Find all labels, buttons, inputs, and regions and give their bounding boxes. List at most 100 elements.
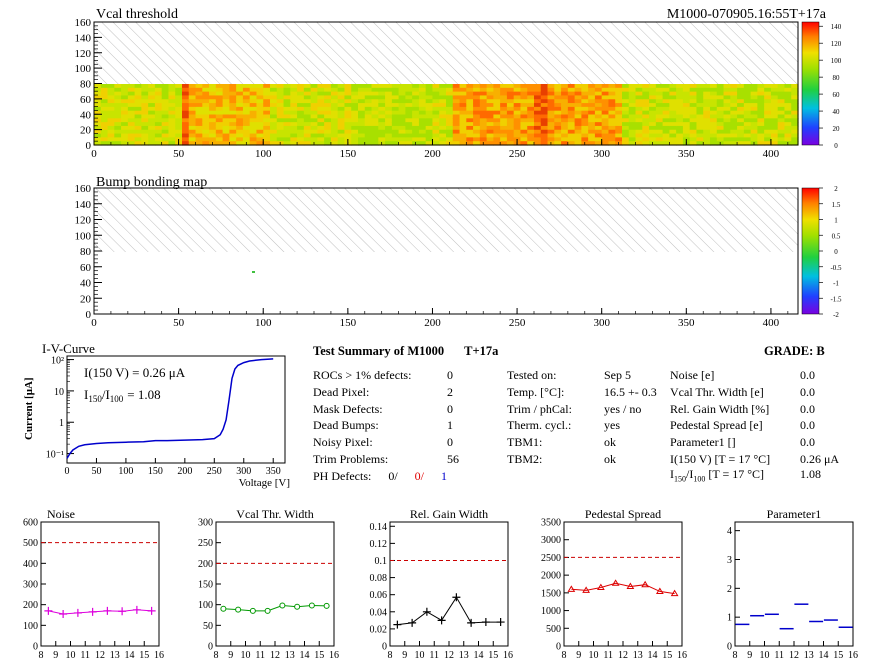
map-y-tick: 60 xyxy=(80,94,92,106)
colorbar-tick: 0 xyxy=(834,248,838,256)
trend-y-tick: 100 xyxy=(198,600,213,611)
dead-bump-mark xyxy=(252,271,255,273)
condition-label: Tested on: xyxy=(507,368,557,382)
data-point xyxy=(59,609,68,618)
iv-x-tick: 250 xyxy=(207,466,222,477)
map-y-tick: 40 xyxy=(80,109,92,121)
condition-label: Trim / phCal: xyxy=(507,401,572,416)
ph-defects-row: PH Defects: 0/ 0/ 1 xyxy=(313,469,448,483)
map-y-tick: 160 xyxy=(75,183,92,195)
trend-x-tick: 15 xyxy=(139,650,149,661)
trend-x-tick: 11 xyxy=(80,650,90,661)
trend-y-tick: 2 xyxy=(727,584,732,595)
trend-y-tick: 200 xyxy=(198,559,213,570)
trend-y-tick: 0.12 xyxy=(370,539,388,550)
result-label: Vcal Thr. Width [e] xyxy=(670,384,764,399)
map-x-tick: 50 xyxy=(173,148,185,160)
trend-x-tick: 10 xyxy=(66,650,76,661)
trend-x-tick: 10 xyxy=(760,650,770,661)
colorbar-tick: 0 xyxy=(834,142,838,150)
colorbar-tick: 1 xyxy=(834,217,838,225)
trend-x-tick: 15 xyxy=(662,650,672,661)
iv-x-tick: 150 xyxy=(148,466,163,477)
trend-x-tick: 16 xyxy=(677,650,687,661)
trend-y-tick: 0.02 xyxy=(370,624,388,635)
condition-value: 16.5 +- 0.3 xyxy=(604,384,657,399)
iv-annotation-ratio: I150/I100 = 1.08 xyxy=(84,387,161,404)
trend-x-tick: 9 xyxy=(228,650,233,661)
trend-y-tick: 0 xyxy=(727,642,732,653)
trend-x-tick: 12 xyxy=(95,650,105,661)
map-x-tick: 250 xyxy=(509,317,526,329)
data-point xyxy=(132,605,141,614)
trend-x-tick: 15 xyxy=(833,650,843,661)
data-point xyxy=(323,602,330,609)
trend-x-tick: 10 xyxy=(241,650,251,661)
colorbar-tick: 20 xyxy=(833,125,841,133)
vcal-heatmap xyxy=(94,84,799,146)
trend-x-tick: 11 xyxy=(774,650,784,661)
trend-chart-title: Noise xyxy=(47,507,75,521)
trend-x-tick: 9 xyxy=(53,650,58,661)
trend-y-tick: 250 xyxy=(198,538,213,549)
result-value: 0.26 μA xyxy=(800,452,840,466)
iv-y-tick: 1 xyxy=(59,418,64,429)
iv-x-tick: 0 xyxy=(65,466,70,477)
trend-x-tick: 8 xyxy=(733,650,738,661)
defect-value: 56 xyxy=(447,452,459,466)
defect-value: 0 xyxy=(447,368,453,382)
colorbar-tick: -0.5 xyxy=(830,264,842,272)
trend-x-tick: 13 xyxy=(633,650,643,661)
data-point xyxy=(452,593,461,602)
trend-y-tick: 150 xyxy=(198,580,213,591)
trend-y-tick: 1500 xyxy=(541,588,561,599)
trend-y-tick: 100 xyxy=(23,621,38,632)
map-x-tick: 0 xyxy=(91,317,97,329)
map-x-tick: 400 xyxy=(763,148,780,160)
map-x-tick: 100 xyxy=(255,148,272,160)
trend-x-tick: 16 xyxy=(848,650,858,661)
trend-x-tick: 11 xyxy=(429,650,439,661)
iv-y-tick: 10² xyxy=(51,356,64,367)
data-point xyxy=(467,618,476,627)
trend-chart-3: Pedestal Spread 8 9 10 11 12 13 14 15 16 0 500 1000 1… xyxy=(541,507,687,661)
map-y-tick: 20 xyxy=(80,125,92,137)
colorbar-tick: 120 xyxy=(831,40,842,48)
trend-x-tick: 9 xyxy=(747,650,752,661)
data-point xyxy=(582,586,591,593)
trend-chart-title: Vcal Thr. Width xyxy=(236,507,313,521)
condition-label: Temp. [°C]: xyxy=(507,384,565,399)
trend-x-tick: 11 xyxy=(603,650,613,661)
trend-x-tick: 12 xyxy=(444,650,454,661)
trend-line xyxy=(571,582,675,595)
map-x-tick: 250 xyxy=(509,148,526,160)
vcal-map-title: Vcal threshold xyxy=(96,7,178,22)
colorbar-tick: 80 xyxy=(833,74,841,82)
data-point xyxy=(220,605,227,612)
data-point xyxy=(44,606,53,615)
map-x-tick: 300 xyxy=(593,317,610,329)
trend-x-tick: 8 xyxy=(39,650,44,661)
trend-x-tick: 12 xyxy=(618,650,628,661)
iv-y-tick: 10⁻¹ xyxy=(46,450,64,461)
condition-value: yes / no xyxy=(604,401,642,416)
trend-chart-title: Pedestal Spread xyxy=(585,507,661,521)
trend-x-tick: 12 xyxy=(789,650,799,661)
data-point xyxy=(103,606,112,615)
map-y-tick: 40 xyxy=(80,278,92,290)
iv-annotation-current: I(150 V) = 0.26 μA xyxy=(84,365,186,380)
map-y-tick: 100 xyxy=(75,63,92,75)
defect-label: Noisy Pixel: xyxy=(313,435,373,450)
map-x-tick: 50 xyxy=(173,317,185,329)
data-point xyxy=(88,607,97,616)
colorbar-tick: 40 xyxy=(833,108,841,116)
iv-x-tick: 300 xyxy=(236,466,251,477)
map-y-tick: 160 xyxy=(75,17,92,29)
data-point xyxy=(264,607,271,614)
data-point xyxy=(118,607,127,616)
trend-y-tick: 2000 xyxy=(541,571,561,582)
trend-y-tick: 1 xyxy=(727,613,732,624)
map-y-tick: 80 xyxy=(80,246,92,258)
map-x-tick: 100 xyxy=(255,317,272,329)
